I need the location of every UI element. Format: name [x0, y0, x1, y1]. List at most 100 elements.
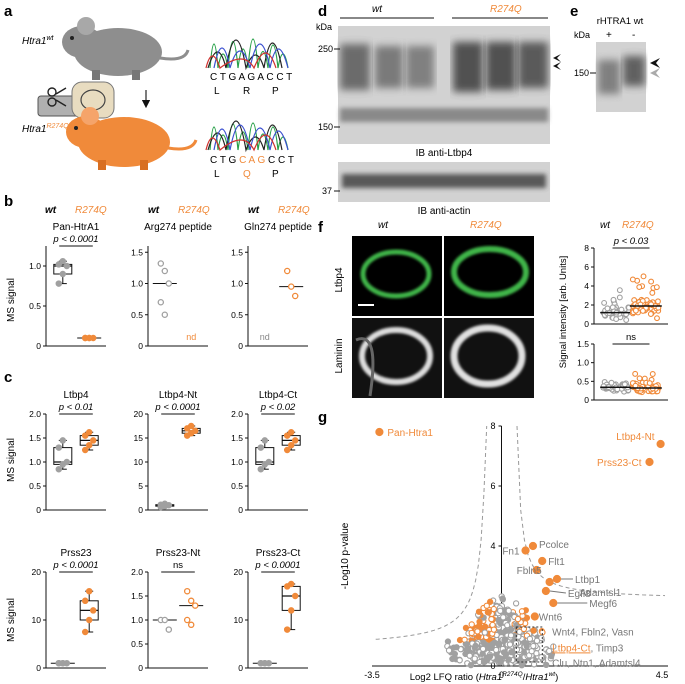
data-point	[528, 648, 535, 655]
tick-label: 5	[138, 481, 143, 491]
data-point	[445, 647, 453, 654]
p-value: p < 0.01	[58, 402, 94, 413]
data-point	[283, 446, 291, 454]
data-point	[187, 422, 195, 430]
data-point	[257, 465, 265, 473]
sequence-mutant: C T G C A G C C T	[210, 155, 294, 166]
b-ylabel: MS signal	[6, 278, 17, 322]
svg-text:R274Q: R274Q	[278, 205, 310, 216]
data-point	[463, 641, 470, 648]
data-point	[538, 634, 545, 642]
data-point	[157, 260, 165, 267]
tick-label: 2	[490, 601, 495, 611]
panel-g-label: g	[318, 409, 327, 426]
d-37: 37	[322, 186, 332, 196]
data-point	[453, 644, 460, 651]
data-point	[621, 381, 628, 388]
point-fbln5	[532, 565, 541, 575]
data-point	[490, 605, 497, 613]
tick-label: 2.0	[231, 409, 243, 419]
p-value: p < 0.0001	[254, 560, 300, 571]
data-point	[636, 375, 643, 382]
data-point	[287, 441, 295, 449]
point-wnt6	[530, 612, 539, 621]
data-point	[451, 650, 458, 658]
data-point	[261, 437, 269, 444]
data-point	[507, 632, 515, 639]
point-megf6	[549, 598, 558, 608]
svg-text:R274Q: R274Q	[75, 205, 107, 216]
data-point	[502, 636, 509, 643]
plot-title: Pan-HtrA1	[53, 222, 100, 233]
tick-label: 1.0	[29, 457, 41, 467]
data-point	[287, 428, 295, 436]
tick-label: 0.5	[131, 639, 143, 649]
panel-d-label: d	[318, 3, 327, 20]
f-image-laminin-mut	[444, 318, 534, 398]
data-point	[468, 629, 475, 637]
tick-label: 0	[490, 661, 495, 671]
f-ylabel: Signal intensity [arb. Units]	[558, 256, 569, 368]
tick-label: 10	[234, 615, 244, 625]
c-ylabel-bottom: MS signal	[6, 598, 17, 642]
label-clu: Clu, Ntn1, Adamtsl4	[552, 658, 641, 669]
tick-label: 0.5	[29, 481, 41, 491]
label-fn1: Fn1	[502, 547, 520, 558]
f-image-ltbp4-mut	[444, 236, 534, 316]
mouse-wt-icon	[62, 17, 190, 80]
data-point	[486, 653, 494, 660]
tick-label: 1.5	[231, 433, 243, 443]
aa-mut-3: P	[272, 169, 279, 180]
data-point	[526, 635, 534, 643]
svg-text:wt: wt	[45, 205, 57, 216]
tick-label: 10	[32, 615, 42, 625]
label-pcolce: Pcolce	[539, 540, 569, 551]
data-point	[63, 262, 71, 270]
d-blot1-label: IB anti-Ltbp4	[416, 148, 473, 159]
plot-title: Arg274 peptide	[144, 222, 212, 233]
data-point	[485, 609, 492, 616]
data-point	[518, 608, 526, 615]
data-point	[468, 621, 475, 628]
point-adamtsl1	[545, 577, 554, 587]
tick-label: 2	[584, 300, 589, 310]
tick-label: 1.5	[131, 591, 143, 601]
data-point	[187, 597, 195, 605]
data-point	[647, 311, 654, 317]
data-point	[490, 626, 498, 633]
band-arrow-upper-icon	[553, 54, 561, 62]
data-point	[521, 639, 528, 646]
data-point	[530, 627, 537, 634]
f-image-laminin-wt	[352, 318, 442, 398]
e-kda: kDa	[574, 30, 590, 40]
data-point	[504, 622, 511, 629]
legend-b: wt R274Q wt R274Q wt R274Q	[45, 205, 310, 216]
data-point	[161, 267, 169, 275]
data-point	[479, 645, 487, 653]
label-wnt4: Wnt4, Fbln2, Vasn	[552, 628, 634, 639]
data-point	[183, 587, 191, 595]
data-point	[85, 334, 93, 342]
data-point	[191, 602, 199, 609]
tick-label: 1.0	[131, 615, 143, 625]
data-point	[514, 615, 522, 623]
tick-label: 0	[138, 505, 143, 515]
data-point	[639, 307, 646, 314]
point-prss23-ct	[645, 457, 654, 467]
data-point	[538, 654, 545, 661]
data-point	[654, 315, 660, 322]
chromatogram-wt	[205, 38, 289, 71]
data-point	[646, 380, 653, 386]
data-point	[640, 273, 647, 280]
tick-label: 0	[36, 505, 41, 515]
data-point	[632, 370, 639, 377]
svg-text:R274Q: R274Q	[178, 205, 210, 216]
data-point	[55, 261, 63, 268]
tick-label: 0.5	[231, 481, 243, 491]
data-point	[497, 607, 504, 614]
plot-title: Prss23	[60, 548, 92, 559]
tick-label: 0.5	[29, 301, 41, 311]
nd-label: nd	[186, 332, 196, 342]
